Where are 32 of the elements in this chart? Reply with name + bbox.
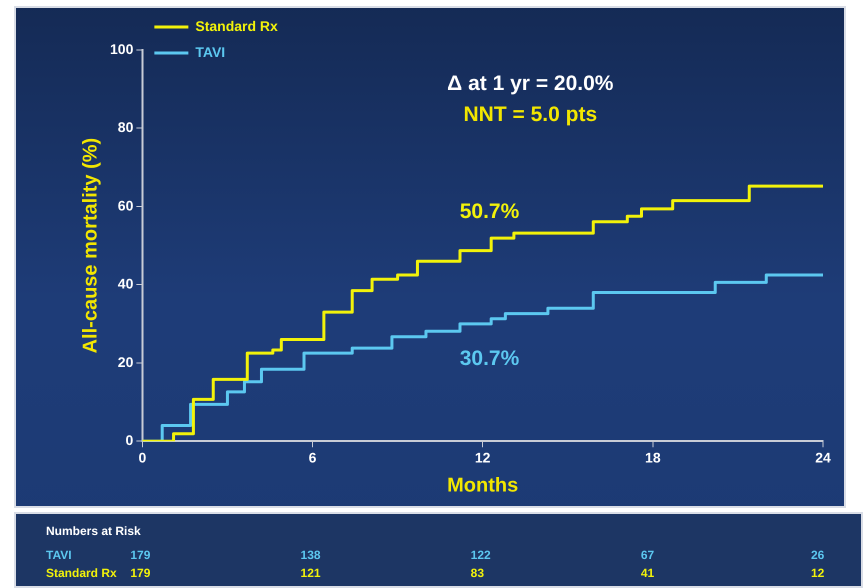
y-tick-label: 100	[110, 40, 134, 57]
y-tick-label: 60	[118, 197, 134, 214]
text: 67	[640, 548, 654, 562]
x-tick-label: 0	[138, 449, 146, 466]
text: Numbers at Risk	[46, 524, 141, 538]
x-axis-title: Months	[447, 474, 518, 497]
annotation: 30.7%	[460, 346, 520, 370]
text: Standard Rx	[46, 566, 117, 580]
text: 179	[130, 566, 150, 580]
x-tick-label: 24	[815, 449, 831, 466]
text: 122	[470, 548, 491, 562]
text: 179	[130, 548, 150, 562]
text: 121	[300, 566, 321, 580]
text: 26	[811, 548, 824, 562]
text: 83	[470, 566, 484, 580]
y-axis-title: All-cause mortality (%)	[80, 138, 102, 354]
x-tick-label: 12	[474, 449, 491, 466]
y-tick-label: 20	[118, 354, 134, 370]
annotation: 50.7%	[460, 200, 520, 224]
x-tick-label: 6	[308, 449, 317, 466]
y-tick-label: 80	[118, 119, 134, 136]
text: TAVI	[46, 548, 72, 562]
annotation: Δ at 1 yr = 20.0%	[447, 72, 614, 95]
legend-label: Standard Rx	[195, 18, 278, 34]
text: 12	[811, 566, 824, 580]
text: 138	[300, 548, 321, 562]
x-tick-label: 18	[645, 449, 661, 466]
legend-label: TAVI	[195, 44, 226, 60]
annotation: NNT = 5.0 pts	[464, 102, 598, 126]
text: 41	[640, 566, 654, 580]
y-tick-label: 0	[126, 432, 134, 448]
y-tick-label: 40	[118, 276, 134, 292]
